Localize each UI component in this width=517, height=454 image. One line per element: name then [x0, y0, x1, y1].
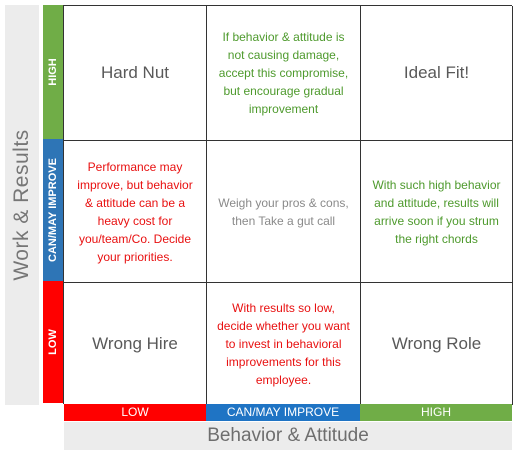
- y-axis-title: Work & Results: [10, 129, 33, 281]
- x-category-high: HIGH: [360, 404, 512, 421]
- cell-hard-nut: Hard Nut: [64, 6, 207, 141]
- x-category-mid: CAN/MAY IMPROVE: [206, 404, 360, 421]
- x-category-low: LOW: [64, 404, 206, 421]
- cell-low-results-mid-behavior: With results so low, decide whether you …: [207, 283, 361, 405]
- x-axis-band: [64, 422, 512, 450]
- matrix-grid: Hard Nut If behavior & attitude is not c…: [63, 5, 513, 405]
- y-category-mid-label: CAN/MAY IMPROVE: [47, 158, 60, 262]
- cell-mid-results-high-behavior: With such high behavior and attitude, re…: [361, 141, 513, 283]
- cell-wrong-role: Wrong Role: [361, 283, 513, 405]
- cell-high-results-mid-behavior: If behavior & attitude is not causing da…: [207, 6, 361, 141]
- y-axis-band: [5, 5, 39, 405]
- y-category-high-label: HIGH: [47, 58, 59, 86]
- cell-ideal-fit: Ideal Fit!: [361, 6, 513, 141]
- cell-mid-results-low-behavior: Performance may improve, but behavior & …: [64, 141, 207, 283]
- y-category-high: HIGH: [43, 5, 63, 139]
- cell-wrong-hire: Wrong Hire: [64, 283, 207, 405]
- cell-mid-results-mid-behavior: Weigh your pros & cons, then Take a gut …: [207, 141, 361, 283]
- y-category-low-label: LOW: [47, 329, 60, 355]
- x-axis-title: Behavior & Attitude: [207, 425, 369, 446]
- y-category-mid: CAN/MAY IMPROVE: [43, 139, 63, 281]
- y-category-low: LOW: [43, 281, 63, 403]
